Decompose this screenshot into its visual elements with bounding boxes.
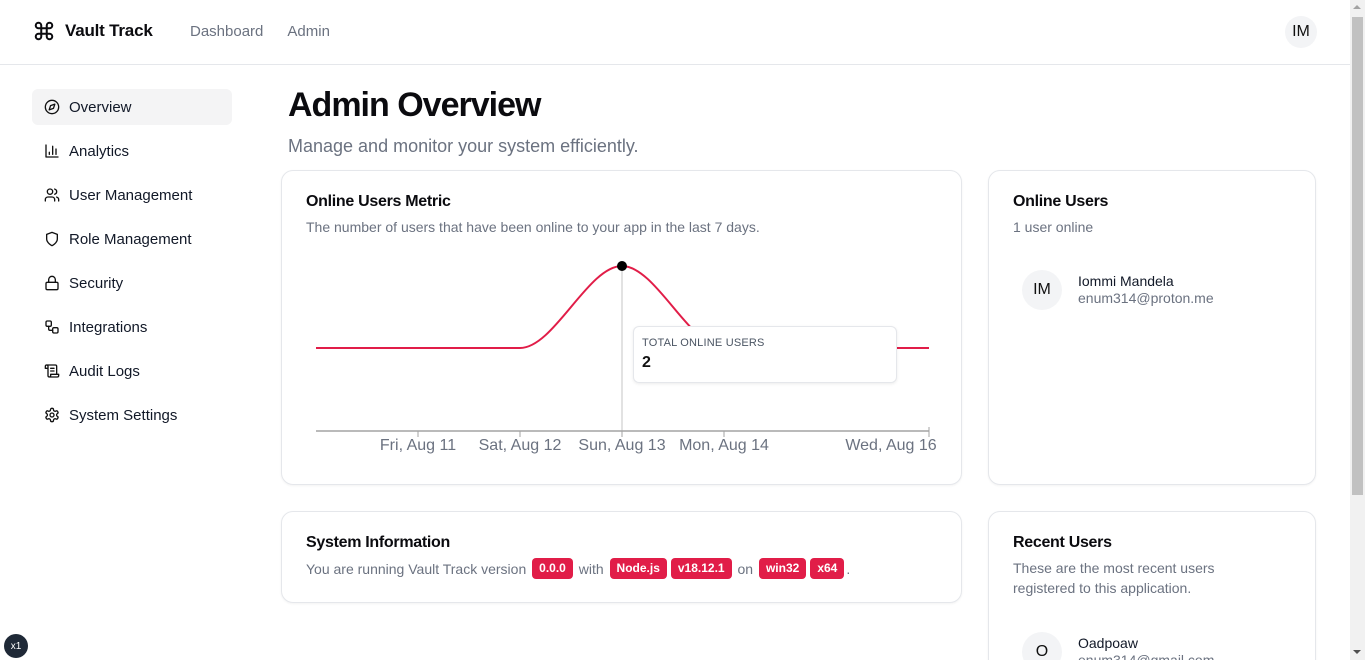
nav-dashboard[interactable]: Dashboard — [190, 23, 264, 40]
online-user-item[interactable]: IM Iommi Mandela enum314@proton.me — [1022, 270, 1214, 310]
chart-active-dot[interactable] — [617, 261, 627, 271]
chart-tooltip: TOTAL ONLINE USERS 2 — [633, 326, 897, 383]
sidebar-item-label: Audit Logs — [69, 362, 140, 380]
shield-icon — [46, 231, 58, 247]
page-title: Admin Overview — [288, 86, 541, 124]
online-count: 1 user online — [1013, 219, 1094, 235]
x-tick-label: Wed, Aug 16 — [845, 437, 936, 454]
x-tick-label: Sat, Aug 12 — [479, 437, 562, 454]
users-icon — [44, 188, 60, 202]
sidebar-item-security[interactable]: Security — [32, 265, 232, 301]
bar-chart-icon — [45, 144, 59, 158]
text-segment: on — [733, 560, 757, 577]
page-scrollbar[interactable] — [1350, 0, 1365, 660]
x-tick-label: Mon, Aug 14 — [679, 437, 769, 454]
gear-icon — [45, 407, 59, 423]
sidebar-item-system-settings[interactable]: System Settings — [32, 397, 232, 433]
online-users-card: Online Users 1 user online IM Iommi Mand… — [988, 170, 1316, 485]
user-name: Iommi Mandela — [1078, 273, 1174, 289]
sidebar-item-label: Overview — [69, 98, 132, 116]
compass-icon — [44, 99, 60, 115]
scrollbar-thumb[interactable] — [1352, 17, 1363, 495]
recent-users-card: Recent Users These are the most recent u… — [988, 511, 1316, 660]
text-segment: with — [574, 560, 608, 577]
user-name: Oadpoaw — [1078, 635, 1138, 651]
sidebar-item-analytics[interactable]: Analytics — [32, 133, 232, 169]
system-info-text: You are running Vault Track version 0.0.… — [306, 558, 850, 579]
sidebar-item-label: User Management — [69, 186, 193, 204]
version-badge: 0.0.0 — [532, 558, 573, 579]
online-users-line-chart[interactable]: Fri, Aug 11 Sat, Aug 12 Sun, Aug 13 Mon,… — [282, 171, 963, 461]
card-description: The number of users that have been onlin… — [306, 219, 760, 235]
top-navbar: Vault Track Dashboard Admin IM — [0, 0, 1350, 65]
speed-indicator-badge[interactable]: x1 — [4, 634, 28, 658]
user-avatar-button[interactable]: IM — [1285, 16, 1317, 48]
avatar: IM — [1022, 270, 1062, 310]
card-title: Online Users Metric — [306, 193, 451, 210]
brand-link[interactable]: Vault Track — [33, 20, 153, 42]
arch-badge: x64 — [810, 558, 845, 579]
x-tick-label: Sun, Aug 13 — [578, 437, 665, 454]
runtime-version-badge: v18.12.1 — [670, 558, 732, 579]
tooltip-value: 2 — [642, 354, 651, 371]
sidebar-item-audit-logs[interactable]: Audit Logs — [32, 353, 232, 389]
sidebar-item-label: Security — [69, 274, 124, 292]
top-nav: Dashboard Admin — [190, 23, 330, 40]
scroll-up-arrow-icon[interactable] — [1353, 5, 1361, 9]
sidebar-item-label: System Settings — [69, 406, 178, 424]
sidebar: Overview Analytics User Management Role … — [32, 89, 232, 441]
card-title: System Information — [306, 534, 450, 551]
user-email: enum314@proton.me — [1078, 290, 1214, 306]
page-subtitle: Manage and monitor your system efficient… — [288, 136, 639, 156]
user-email: enum314@gmail.com — [1078, 652, 1215, 660]
sidebar-item-role-management[interactable]: Role Management — [32, 221, 232, 257]
lock-icon — [45, 275, 59, 291]
card-title: Recent Users — [1013, 534, 1112, 551]
sidebar-item-overview[interactable]: Overview — [32, 89, 232, 125]
card-description: These are the most recent users register… — [1013, 560, 1215, 596]
text-segment: . — [846, 560, 851, 577]
app-name: Vault Track — [65, 21, 153, 40]
card-title: Online Users — [1013, 193, 1109, 210]
platform-badge: win32 — [758, 558, 807, 579]
sidebar-item-label: Role Management — [69, 230, 192, 248]
nav-admin[interactable]: Admin — [287, 23, 330, 40]
chart-ticks — [417, 427, 930, 437]
x-tick-label: Fri, Aug 11 — [380, 437, 456, 454]
sidebar-item-label: Integrations — [69, 318, 148, 336]
sidebar-item-user-management[interactable]: User Management — [32, 177, 232, 213]
scroll-down-arrow-icon[interactable] — [1353, 650, 1361, 654]
online-users-metric-card: Online Users Metric The number of users … — [281, 170, 962, 485]
tooltip-label: TOTAL ONLINE USERS — [642, 337, 765, 349]
runtime-badge: Node.js — [609, 558, 667, 579]
workflow-icon — [45, 320, 59, 334]
scroll-icon — [44, 364, 60, 378]
recent-user-item[interactable]: O Oadpoaw enum314@gmail.com — [1022, 632, 1214, 660]
sidebar-item-label: Analytics — [69, 142, 130, 160]
avatar: O — [1022, 632, 1062, 660]
system-information-card: System Information You are running Vault… — [281, 511, 962, 603]
command-icon — [34, 21, 54, 41]
sidebar-item-integrations[interactable]: Integrations — [32, 309, 232, 345]
text-segment: You are running Vault Track version — [306, 560, 531, 577]
